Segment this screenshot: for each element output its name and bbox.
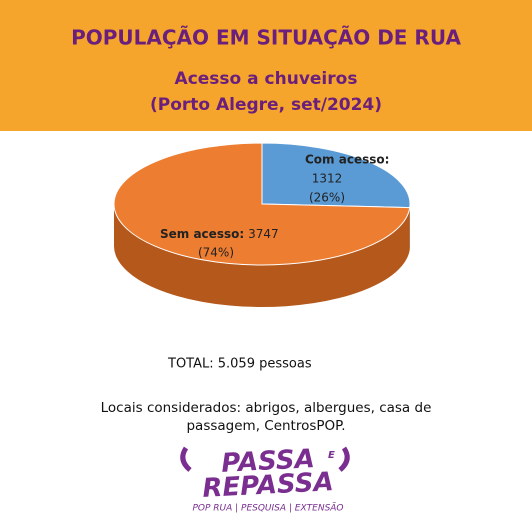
pie-labels: Com acesso: 1312 (26%) Sem acesso: 3747 (…	[160, 153, 389, 260]
slice	[261, 142, 411, 209]
slice-side	[114, 204, 410, 307]
chart-subtitle: (Porto Alegre, set/2024)	[150, 95, 382, 115]
slice-category: Sem acesso:	[160, 227, 244, 241]
total: TOTAL: 5.059 pessoas	[167, 357, 312, 372]
chart-title: POPULAÇÃO EM SITUAÇÃO DE RUA	[71, 26, 461, 50]
slice-percent: (74%)	[198, 246, 234, 260]
slice	[113, 142, 411, 266]
logo: PASSA E REPASSA POP RUA | PESQUISA | EXT…	[180, 444, 350, 514]
logo-text: E	[328, 450, 335, 461]
logo-arms	[180, 446, 350, 472]
slice-percent: (26%)	[309, 191, 345, 205]
slice-label: Sem acesso: 3747	[160, 227, 279, 241]
slice-value: 3747	[248, 227, 279, 241]
logo-text: PASSA	[221, 444, 316, 479]
header-band	[0, 0, 532, 131]
logo-text: REPASSA	[202, 467, 335, 504]
pie	[113, 142, 411, 307]
chart-subtitle: Acesso a chuveiros	[175, 69, 358, 89]
note: Locais considerados: abrigos, albergues,…	[101, 400, 432, 416]
logo-tagline: POP RUA | PESQUISA | EXTENSÃO	[192, 503, 343, 514]
slice-value: 1312	[312, 172, 343, 186]
note: passagem, CentrosPOP.	[186, 418, 345, 434]
slice-category: Com acesso:	[305, 153, 389, 167]
